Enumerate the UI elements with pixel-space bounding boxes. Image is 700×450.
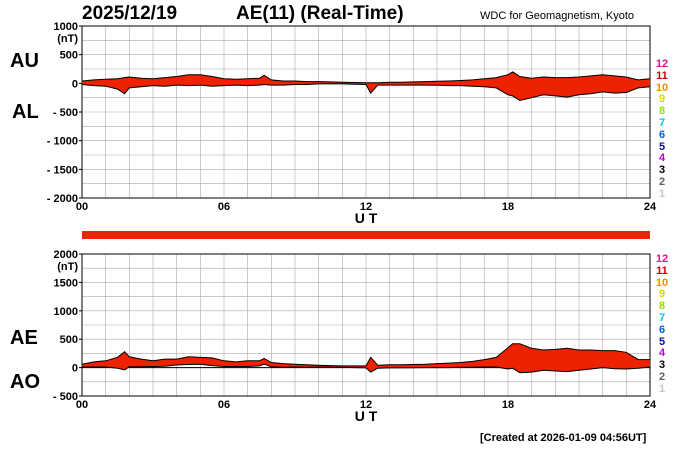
au-label: AU	[10, 50, 39, 72]
series-line-al	[81, 83, 651, 102]
station-number: 2	[658, 176, 666, 188]
y-tick-label: 1000	[54, 21, 78, 33]
station-number: 3	[658, 164, 666, 177]
x-tick-label: 18	[502, 399, 514, 411]
station-number: 10	[655, 276, 669, 289]
x-tick-label: 18	[502, 201, 514, 213]
station-number: 9	[658, 288, 666, 301]
station-number: 7	[658, 117, 666, 129]
station-number: 9	[658, 93, 666, 106]
station-number: 1	[658, 382, 666, 395]
series-band-ae-ao	[82, 343, 650, 373]
station-number: 3	[658, 359, 666, 372]
x-axis-label: U T	[355, 408, 378, 424]
ae-label: AE	[10, 327, 38, 349]
station-number: 2	[658, 371, 666, 383]
station-number: 7	[658, 312, 666, 324]
y-tick-label: 500	[60, 334, 78, 346]
station-number: 10	[655, 81, 669, 94]
y-tick-label: - 500	[53, 391, 78, 403]
y-tick-label: - 500	[53, 107, 78, 119]
chart-title: AE(11) (Real-Time)	[236, 3, 404, 24]
y-unit-label: (nT)	[57, 261, 78, 273]
series-line-au	[81, 71, 651, 84]
y-unit-label: (nT)	[57, 33, 78, 45]
x-tick-label: 24	[644, 201, 657, 213]
y-tick-label: 500	[60, 50, 78, 62]
data-status-bar	[82, 231, 650, 239]
y-tick-label: - 2000	[47, 193, 78, 205]
created-timestamp: [Created at 2026-01-09 04:56UT]	[480, 432, 647, 444]
station-number: 5	[658, 335, 666, 348]
y-tick-label: 1000	[54, 306, 78, 318]
x-tick-label: 06	[218, 201, 230, 213]
station-number: 1	[658, 187, 666, 200]
station-number: 8	[658, 300, 666, 313]
station-number: 4	[658, 347, 666, 360]
y-tick-label: 2000	[54, 249, 78, 261]
y-tick-label: 0	[72, 78, 78, 90]
x-tick-label: 12	[360, 201, 372, 213]
x-tick-label: 24	[644, 399, 657, 411]
x-tick-label: 12	[360, 399, 372, 411]
station-number: 12	[655, 253, 669, 265]
y-tick-label: - 1000	[47, 136, 78, 148]
date-label: 2025/12/19	[82, 3, 178, 24]
x-tick-label: 00	[76, 201, 88, 213]
station-number: 12	[655, 58, 669, 70]
station-number: 11	[656, 264, 668, 277]
station-number: 6	[658, 323, 666, 336]
x-tick-label: 06	[218, 399, 230, 411]
y-tick-label: 1500	[54, 277, 78, 289]
y-tick-label: 0	[72, 363, 78, 375]
station-number: 6	[658, 128, 666, 141]
series-line-ae	[81, 343, 650, 367]
series-line-ao	[82, 363, 651, 374]
station-number: 8	[658, 105, 666, 118]
ao-label: AO	[10, 371, 40, 393]
source-label: WDC for Geomagnetism, Kyoto	[480, 10, 635, 22]
x-tick-label: 00	[76, 399, 88, 411]
station-number: 5	[658, 140, 666, 153]
station-number: 4	[658, 152, 666, 165]
y-tick-label: - 1500	[47, 164, 78, 176]
station-number: 11	[656, 69, 668, 82]
al-label: AL	[12, 101, 39, 123]
x-axis-label: U T	[355, 210, 378, 226]
plot-frame	[81, 253, 651, 397]
